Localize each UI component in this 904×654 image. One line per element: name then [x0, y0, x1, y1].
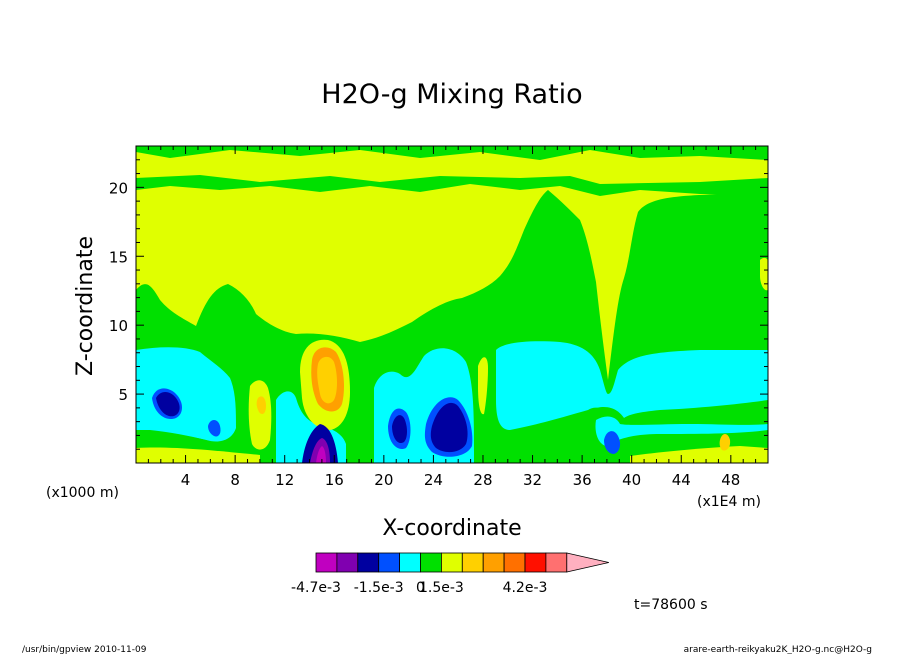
- x-tick-label: 20: [374, 471, 393, 489]
- time-label: t=78600 s: [634, 597, 708, 613]
- colorbar-label: 1.5e-3: [419, 580, 464, 596]
- chart-title: H2O-g Mixing Ratio: [321, 79, 582, 110]
- colorbar: [316, 553, 609, 572]
- colorbar-cell: [358, 553, 379, 572]
- x-tick-label: 48: [721, 471, 740, 489]
- colorbar-cell: [546, 553, 567, 572]
- x-tick-label: 12: [275, 471, 294, 489]
- x-tick-label: 4: [181, 471, 191, 489]
- colorbar-cell: [421, 553, 442, 572]
- contour-field: [136, 146, 768, 463]
- y-tick-label: 15: [109, 248, 128, 266]
- colorbar-cell: [525, 553, 546, 572]
- colorbar-cell: [379, 553, 400, 572]
- footer-right: arare-earth-reikyaku2K_H2O-g.nc@H2O-g: [684, 645, 872, 654]
- colorbar-cell: [504, 553, 525, 572]
- yellow-tongue-x10: [249, 380, 272, 449]
- x-tick-label: 28: [473, 471, 492, 489]
- colorbar-label: -1.5e-3: [354, 580, 404, 596]
- colorbar-label: 4.2e-3: [503, 580, 548, 596]
- x-scale-note: (x1E4 m): [697, 494, 761, 510]
- x-tick-label: 40: [622, 471, 641, 489]
- x-axis-label: X-coordinate: [382, 516, 521, 541]
- colorbar-label: -4.7e-3: [291, 580, 341, 596]
- y-axis-label: Z-coordinate: [73, 236, 98, 376]
- y-tick-label: 5: [118, 386, 128, 404]
- x-tick-label: 16: [325, 471, 344, 489]
- x-tick-label: 44: [672, 471, 691, 489]
- colorbar-cell: [337, 553, 358, 572]
- colorbar-cell: [483, 553, 504, 572]
- x-unit-note: (x1000 m): [46, 485, 119, 501]
- x-tick-label: 24: [424, 471, 443, 489]
- colorbar-extend-arrow: [567, 553, 609, 572]
- colorbar-cell: [316, 553, 337, 572]
- footer-left: /usr/bin/gpview 2010-11-09: [22, 645, 147, 654]
- y-tick-label: 20: [109, 179, 128, 197]
- x-tick-label: 36: [573, 471, 592, 489]
- colorbar-cell: [441, 553, 462, 572]
- colorbar-labels: -4.7e-3 -1.5e-3 01.5e-3 4.2e-3: [291, 580, 547, 596]
- colorbar-cell: [400, 553, 421, 572]
- y-tick-label: 10: [109, 317, 128, 335]
- x-tick-label: 8: [230, 471, 240, 489]
- x-tick-label: 32: [523, 471, 542, 489]
- colorbar-cell: [462, 553, 483, 572]
